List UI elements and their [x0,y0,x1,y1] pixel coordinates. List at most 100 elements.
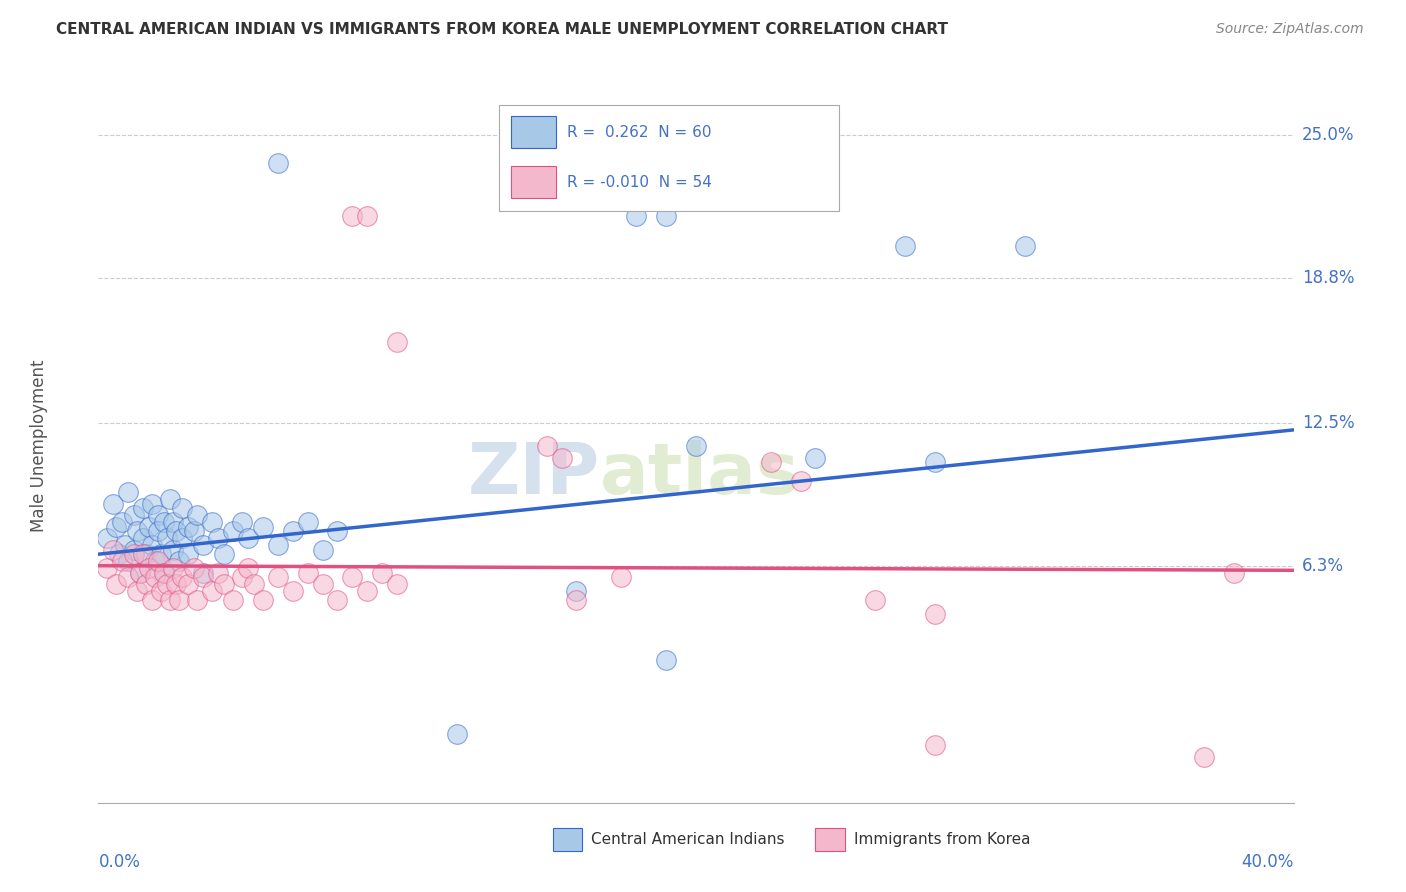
Text: Source: ZipAtlas.com: Source: ZipAtlas.com [1216,22,1364,37]
FancyBboxPatch shape [510,166,557,198]
FancyBboxPatch shape [553,828,582,851]
Point [894,238,917,252]
Point [207,566,229,580]
Point [924,607,946,621]
Point [172,570,194,584]
Point [281,584,304,599]
Point [172,531,194,545]
Point [789,474,811,488]
Point [191,570,214,584]
Point [252,519,274,533]
Point [565,584,588,599]
Point [183,561,205,575]
Point [124,547,146,561]
Point [655,653,678,667]
Point [236,561,259,575]
Point [159,491,181,506]
Point [685,439,707,453]
Point [105,519,128,533]
Point [924,455,946,469]
Point [243,577,266,591]
Text: 12.5%: 12.5% [1302,414,1354,432]
Point [536,439,558,453]
Point [159,593,181,607]
Point [865,593,887,607]
Point [103,542,125,557]
Point [108,547,131,561]
Text: 0.0%: 0.0% [98,853,141,871]
Point [186,593,208,607]
Point [326,524,349,538]
Text: Central American Indians: Central American Indians [591,831,785,847]
Point [311,577,333,591]
Point [201,584,224,599]
Point [162,561,184,575]
Point [167,554,190,568]
Point [153,515,176,529]
Point [212,577,235,591]
Point [207,531,229,545]
Point [385,577,409,591]
Text: 25.0%: 25.0% [1302,127,1354,145]
Point [114,538,136,552]
Text: Male Unemployment: Male Unemployment [30,359,48,533]
Point [177,547,200,561]
Point [186,508,208,522]
Point [183,524,205,538]
Point [1223,566,1246,580]
Point [385,335,409,350]
Text: Immigrants from Korea: Immigrants from Korea [853,831,1031,847]
Text: ZIP: ZIP [468,440,600,509]
Point [231,515,253,529]
Point [342,209,364,223]
Point [267,156,290,170]
Point [138,561,160,575]
Point [267,538,290,552]
Point [759,455,782,469]
Point [135,547,157,561]
Point [141,497,163,511]
Point [96,561,118,575]
Point [212,547,235,561]
Point [191,566,214,580]
Point [150,547,173,561]
Point [201,515,224,529]
Point [311,542,333,557]
Point [117,485,139,500]
Point [148,554,170,568]
Point [222,524,245,538]
Point [191,538,214,552]
Point [156,531,179,545]
Point [356,209,378,223]
Point [655,209,678,223]
Point [326,593,349,607]
Point [222,593,245,607]
Point [132,531,155,545]
Point [924,738,946,752]
Point [177,519,200,533]
Point [153,566,176,580]
Point [111,515,134,529]
Text: 18.8%: 18.8% [1302,269,1354,287]
Point [281,524,304,538]
Point [1014,238,1036,252]
FancyBboxPatch shape [510,116,557,148]
Point [111,554,134,568]
Point [165,524,187,538]
Point [138,519,160,533]
Point [127,584,149,599]
Point [127,524,149,538]
Point [162,515,184,529]
Text: 40.0%: 40.0% [1241,853,1294,871]
Point [153,566,176,580]
Point [124,542,146,557]
Point [177,577,200,591]
Point [267,570,290,584]
Point [236,531,259,545]
Point [132,501,155,516]
Point [252,593,274,607]
Point [610,570,633,584]
Text: 6.3%: 6.3% [1302,557,1344,574]
Point [297,566,319,580]
Text: CENTRAL AMERICAN INDIAN VS IMMIGRANTS FROM KOREA MALE UNEMPLOYMENT CORRELATION C: CENTRAL AMERICAN INDIAN VS IMMIGRANTS FR… [56,22,948,37]
